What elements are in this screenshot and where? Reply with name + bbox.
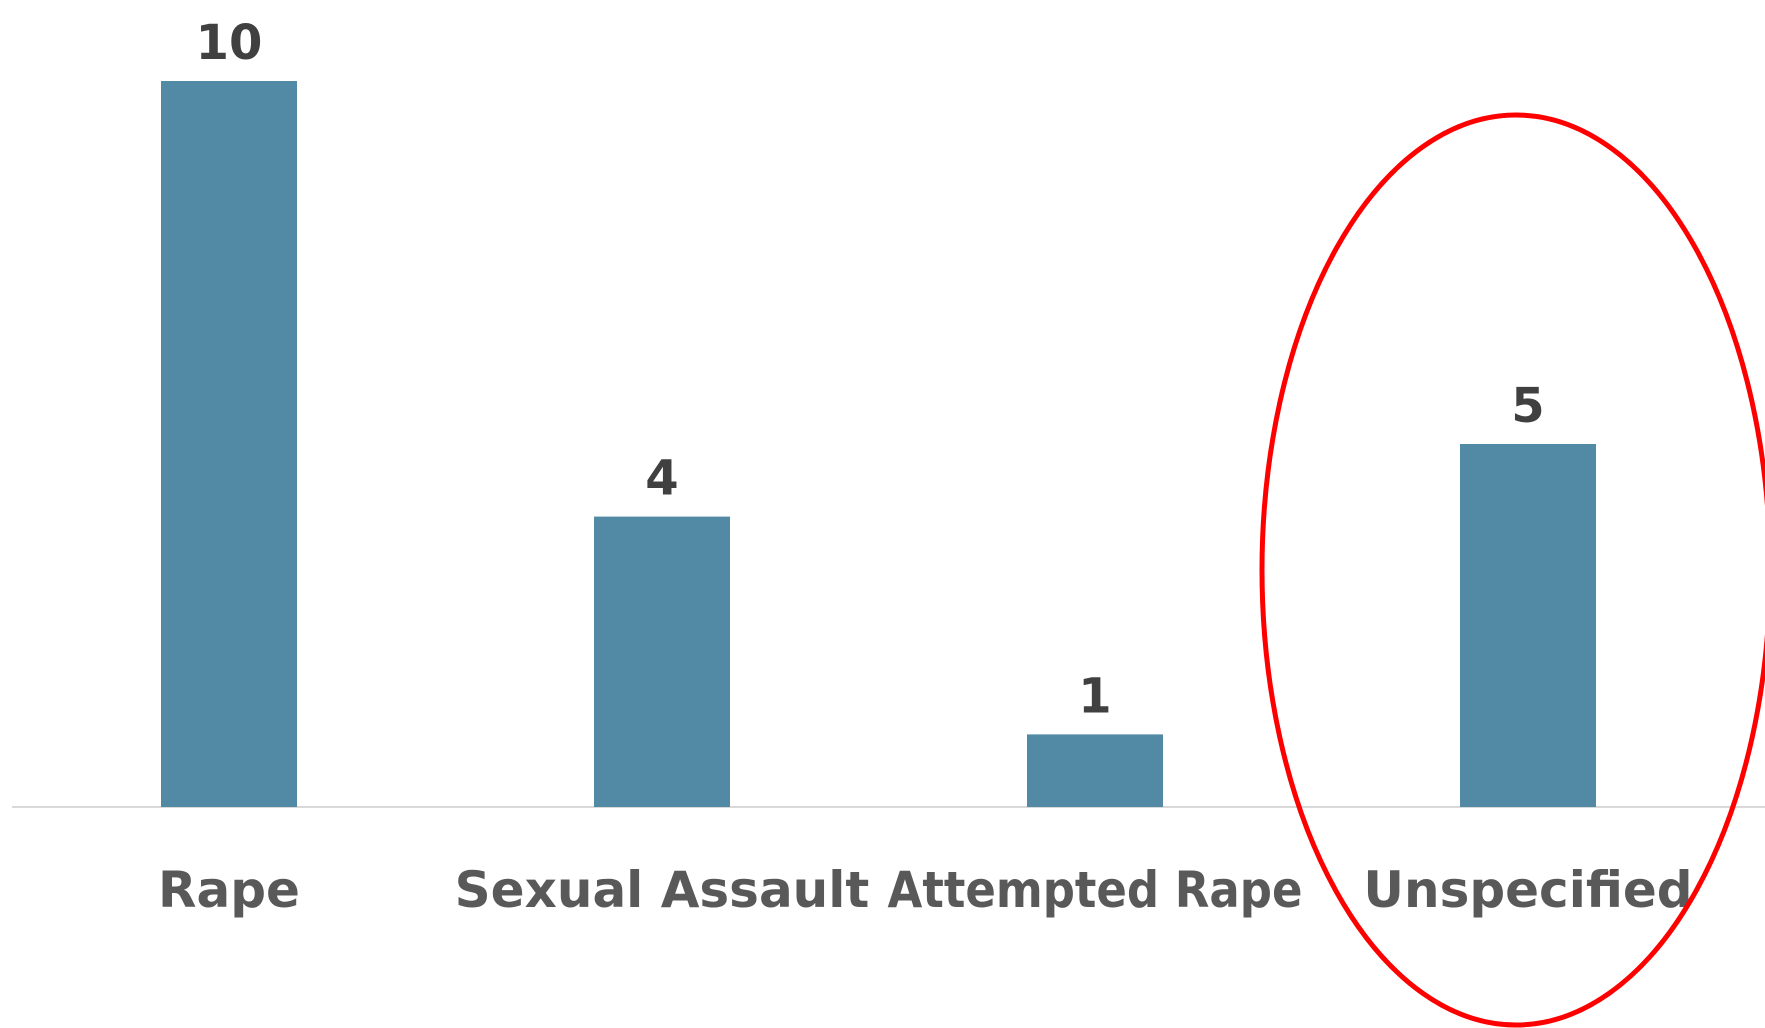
highlight-ellipse: [1259, 112, 1765, 1028]
bar-sexual-assault: [594, 516, 730, 807]
category-label-attempted-rape: Attempted Rape: [888, 861, 1303, 919]
bar-attempted-rape: [1027, 734, 1163, 807]
data-label-sexual-assault: 4: [645, 451, 678, 507]
category-label-rape: Rape: [158, 861, 300, 919]
bars-group: [161, 81, 1596, 807]
category-label-sexual-assault: Sexual Assault: [455, 861, 870, 919]
category-labels-group: Rape Sexual Assault Attempted Rape Unspecif…: [158, 861, 1693, 919]
data-label-rape: 10: [196, 15, 263, 71]
bar-rape: [161, 81, 297, 807]
category-label-unspecified: Unspecified: [1363, 861, 1692, 919]
data-label-attempted-rape: 1: [1078, 668, 1111, 724]
bar-unspecified: [1460, 444, 1596, 807]
value-labels-group: 10 4 1 5: [196, 15, 1545, 724]
data-label-unspecified: 5: [1511, 378, 1544, 434]
